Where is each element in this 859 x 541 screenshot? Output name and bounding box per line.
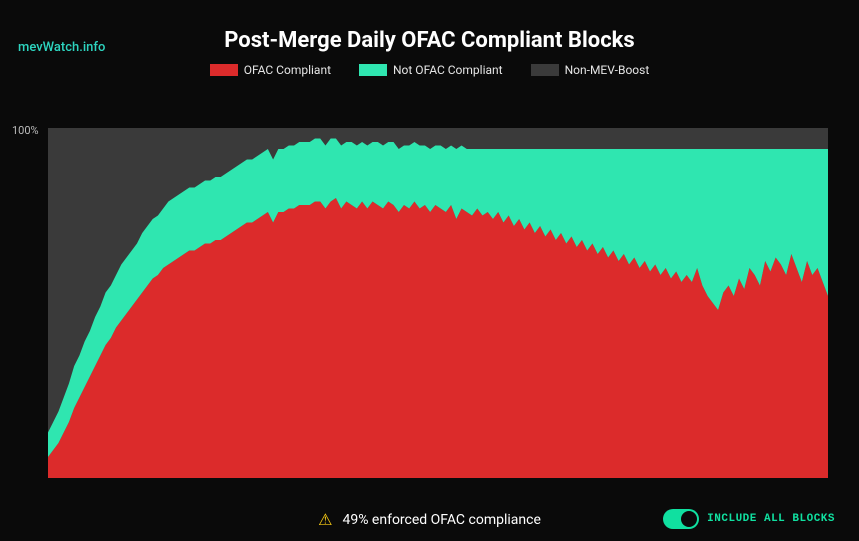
legend-item-not-ofac: Not OFAC Compliant xyxy=(359,63,503,77)
legend-item-non-mev: Non-MEV-Boost xyxy=(531,63,650,77)
legend-label: OFAC Compliant xyxy=(244,63,331,77)
legend-label: Non-MEV-Boost xyxy=(565,63,650,77)
y-axis-max-label: 100% xyxy=(12,124,39,137)
stacked-area-svg xyxy=(48,128,828,478)
legend-swatch-non-mev xyxy=(531,64,559,76)
legend: OFAC Compliant Not OFAC Compliant Non-ME… xyxy=(0,63,859,77)
legend-swatch-not-ofac xyxy=(359,64,387,76)
toggle-container: INCLUDE ALL BLOCKS xyxy=(663,509,835,529)
plot-background xyxy=(48,128,828,478)
legend-label: Not OFAC Compliant xyxy=(393,63,503,77)
chart-title: Post-Merge Daily OFAC Compliant Blocks xyxy=(0,28,859,53)
compliance-text: 49% enforced OFAC compliance xyxy=(342,512,540,528)
toggle-label: INCLUDE ALL BLOCKS xyxy=(707,513,835,525)
include-all-blocks-toggle[interactable] xyxy=(663,509,699,529)
legend-swatch-ofac xyxy=(210,64,238,76)
legend-item-ofac: OFAC Compliant xyxy=(210,63,331,77)
brand-link[interactable]: mevWatch.info xyxy=(18,40,105,55)
chart-area xyxy=(48,128,828,478)
